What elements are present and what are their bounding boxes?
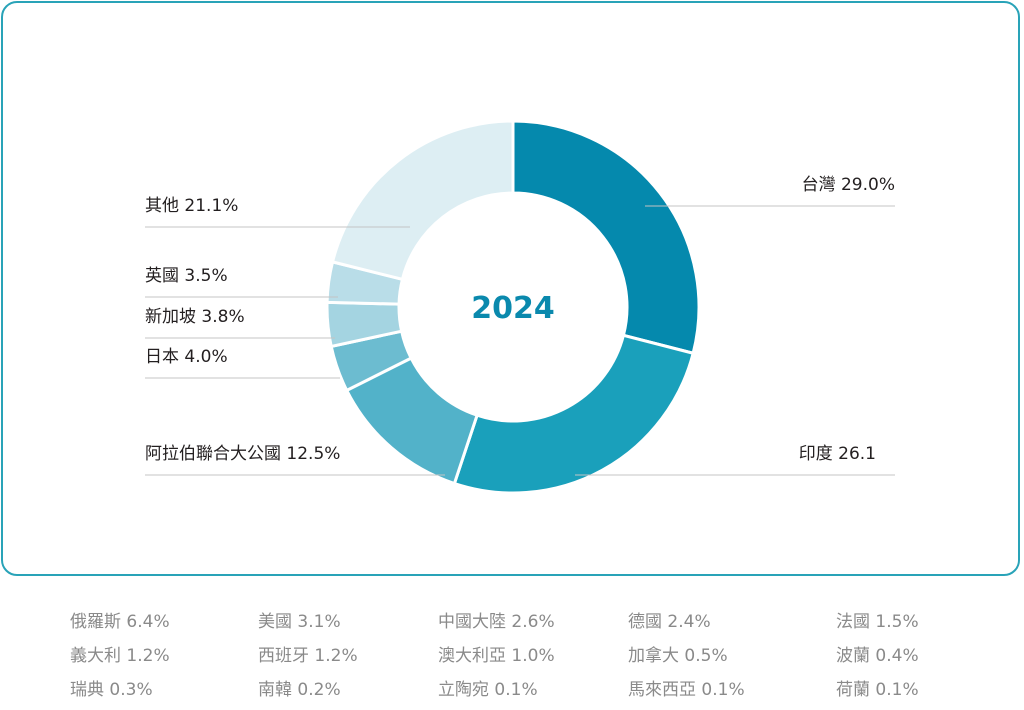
- slice-1: [452, 333, 695, 495]
- others-item: 中國大陸 2.6%: [438, 612, 555, 632]
- slice-label-6: 其他 21.1%: [145, 196, 238, 216]
- slice-labels: 台灣 29.0% 印度 26.1 阿拉伯聯合大公國 12.5% 日本 4.0% 新加坡 …: [145, 175, 895, 464]
- others-item: 美國 3.1%: [258, 612, 341, 632]
- donut-slices: [325, 119, 701, 495]
- others-breakdown-list: 俄羅斯 6.4% 美國 3.1% 中國大陸 2.6% 德國 2.4% 法國 1.5% 義大…: [70, 608, 930, 700]
- others-item: 瑞典 0.3%: [70, 680, 153, 700]
- others-item: 澳大利亞 1.0%: [438, 646, 555, 666]
- others-item: 德國 2.4%: [628, 612, 711, 632]
- center-year-label: 2024: [471, 291, 555, 326]
- leader-lines: [145, 205, 895, 476]
- slice-label-3: 日本 4.0%: [145, 347, 228, 367]
- slice-label-5: 英國 3.5%: [145, 266, 228, 286]
- others-item: 西班牙 1.2%: [258, 646, 358, 666]
- others-item: 法國 1.5%: [836, 612, 919, 632]
- slice-6: [330, 119, 515, 282]
- donut-chart: 台灣 29.0% 印度 26.1 阿拉伯聯合大公國 12.5% 日本 4.0% 新加坡 …: [145, 119, 895, 495]
- others-item: 俄羅斯 6.4%: [70, 612, 170, 632]
- others-item: 義大利 1.2%: [70, 646, 170, 666]
- others-item: 波蘭 0.4%: [836, 646, 919, 666]
- slice-label-1: 印度 26.1: [799, 444, 876, 464]
- slice-label-2: 阿拉伯聯合大公國 12.5%: [145, 444, 340, 464]
- slice-label-0: 台灣 29.0%: [802, 175, 895, 195]
- slice-label-4: 新加坡 3.8%: [145, 307, 245, 327]
- others-item: 立陶宛 0.1%: [438, 680, 538, 700]
- others-item: 荷蘭 0.1%: [836, 680, 919, 700]
- others-item: 南韓 0.2%: [258, 680, 341, 700]
- others-item: 加拿大 0.5%: [628, 646, 728, 666]
- others-item: 馬來西亞 0.1%: [628, 680, 745, 700]
- slice-0: [511, 119, 701, 356]
